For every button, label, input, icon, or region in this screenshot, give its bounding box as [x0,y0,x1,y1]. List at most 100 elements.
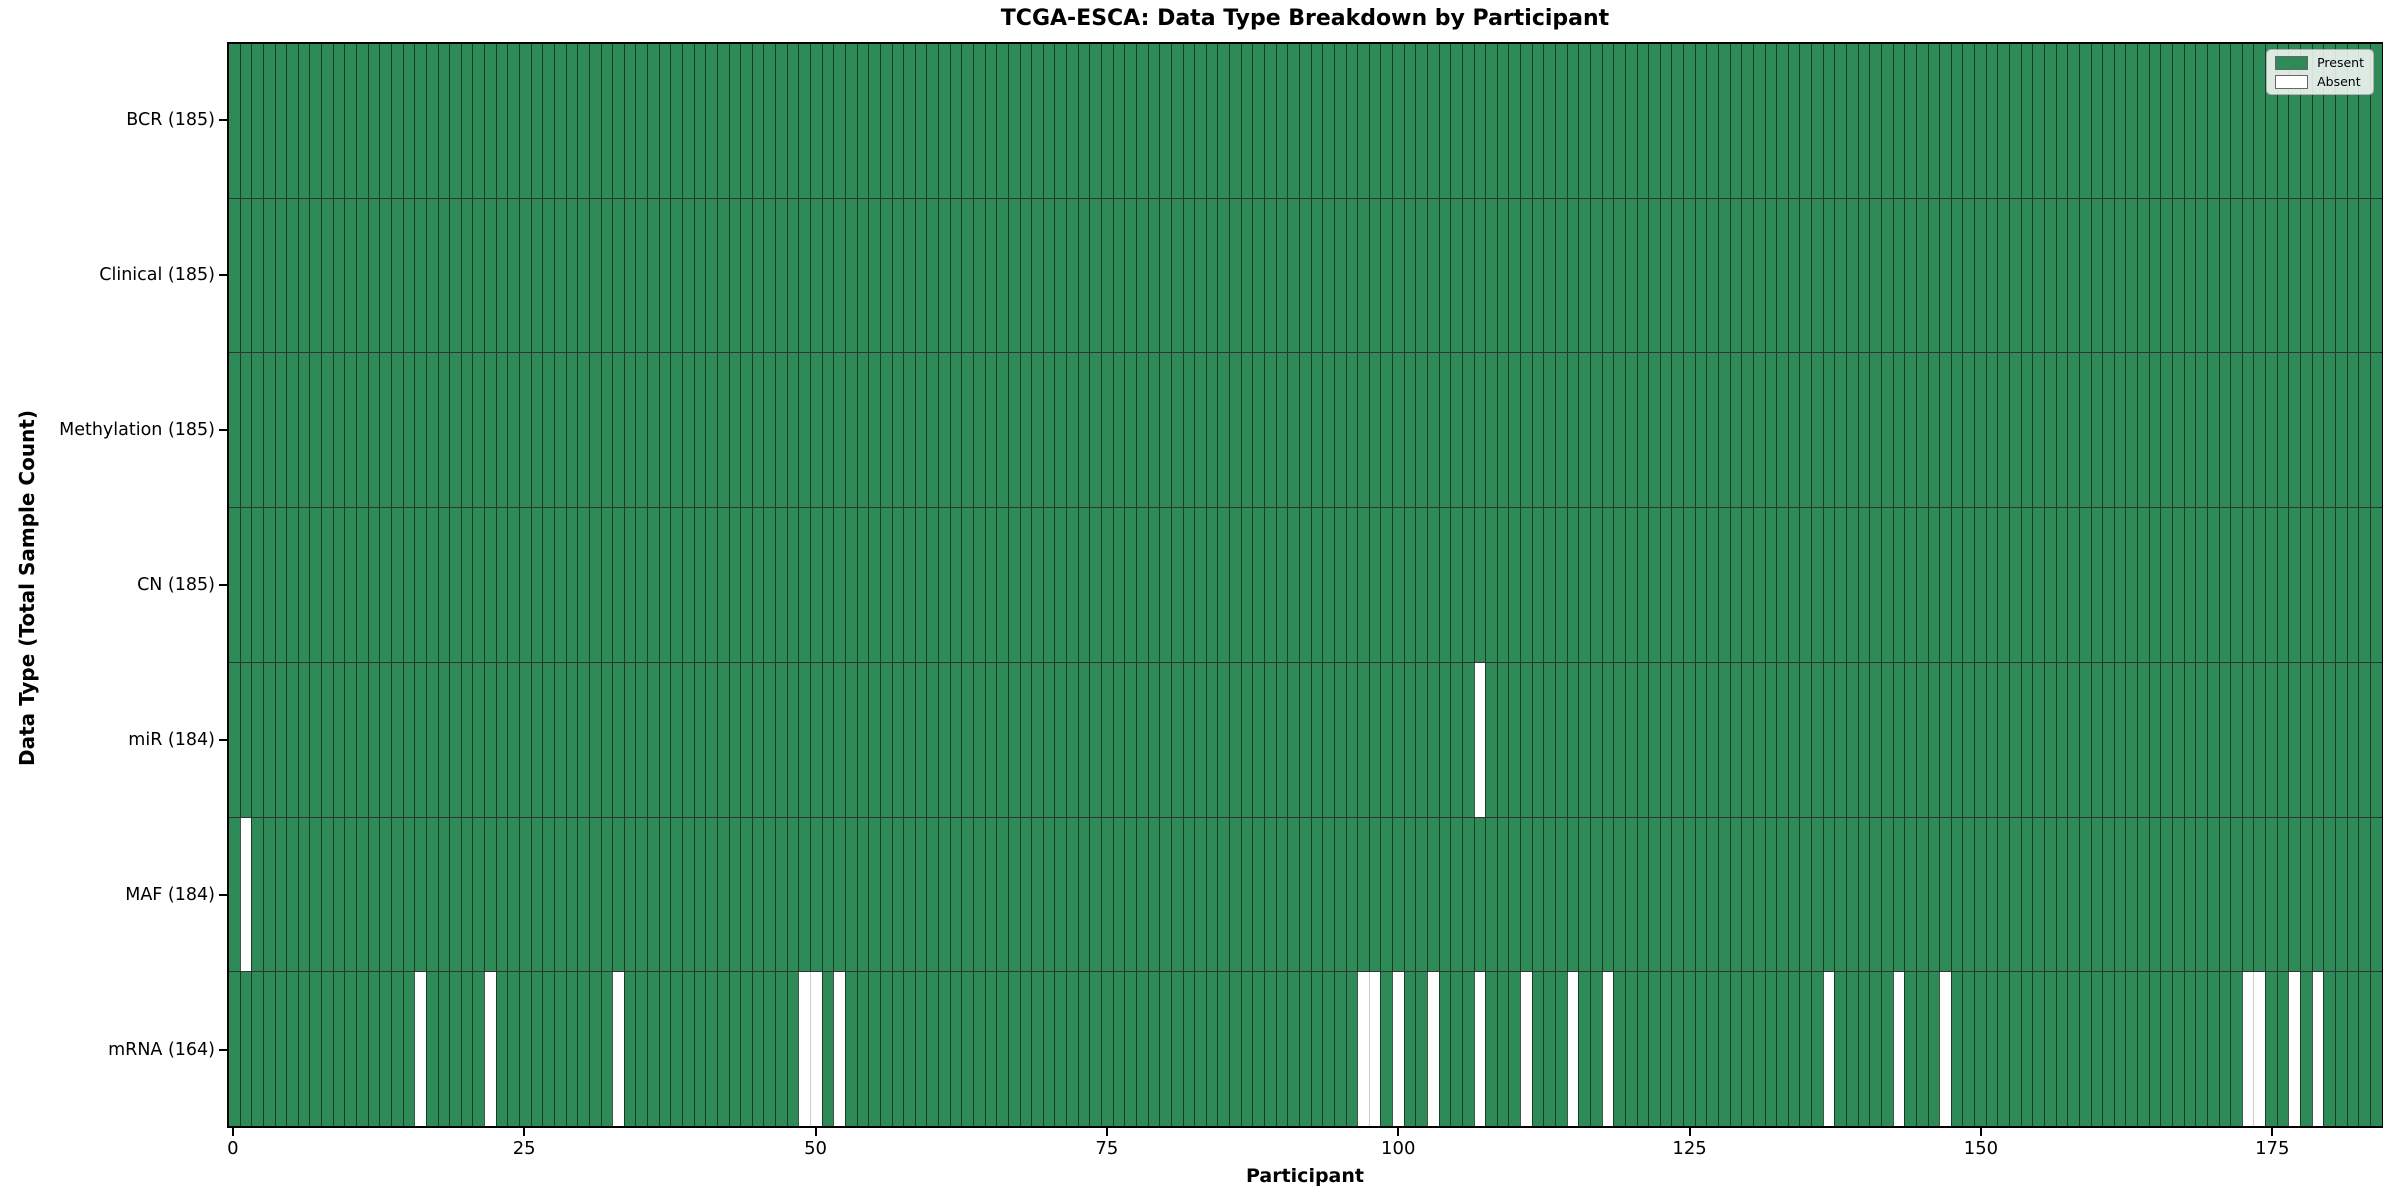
heatmap-cell [251,353,263,508]
heatmap-cell [868,662,880,817]
heatmap-cell [2334,44,2347,198]
heatmap-cell [1974,972,1986,1127]
heatmap-cell [2241,972,2254,1127]
heatmap-cell [542,972,554,1127]
heatmap-cell [588,198,601,353]
heatmap-cell [472,817,485,972]
heatmap-cell [635,44,648,198]
heatmap-cell [1892,44,1905,198]
heatmap-cell [1240,198,1253,353]
heatmap-cell [530,353,543,508]
heatmap-cell [1380,817,1393,972]
heatmap-cell [1298,508,1311,662]
heatmap-cell [414,662,426,817]
heatmap-cell [740,972,752,1127]
heatmap-cell [1578,662,1590,817]
heatmap-cell [2195,353,2207,508]
heatmap-cell [332,44,345,198]
heatmap-cell [367,353,380,508]
heatmap-cell [1205,198,1218,353]
heatmap-cell [2288,198,2301,353]
heatmap-cell [693,353,706,508]
heatmap-cell [647,198,659,353]
heatmap-cell [1089,508,1102,662]
heatmap-cell [647,817,659,972]
heatmap-cell [1939,972,1951,1127]
heatmap-cell [297,817,310,972]
heatmap-cell [693,972,706,1127]
heatmap-cell [1392,662,1404,817]
heatmap-cell [670,972,682,1127]
heatmap-cell [251,662,263,817]
heatmap-cell [1904,44,1916,198]
heatmap-cell [821,662,834,817]
heatmap-cell [530,44,543,198]
heatmap-cell [1601,508,1614,662]
heatmap-cell [251,817,263,972]
heatmap-cell [1170,44,1183,198]
heatmap-cell [798,662,811,817]
heatmap-cell [1950,972,1963,1127]
heatmap-cell [2276,972,2289,1127]
heatmap-cell [926,508,939,662]
heatmap-cell [2323,662,2335,817]
heatmap-cell [938,508,950,662]
heatmap-cell [1962,817,1975,972]
heatmap-cell [1857,662,1870,817]
heatmap-cell [2183,44,2196,198]
heatmap-cell [2300,353,2312,508]
heatmap-cell [2218,508,2231,662]
heatmap-cell [565,817,578,972]
heatmap-cell [2218,972,2231,1127]
heatmap-cell [833,662,845,817]
heatmap-cell [1834,662,1847,817]
heatmap-cell [1450,817,1462,972]
heatmap-cell [1240,508,1253,662]
heatmap-cell [1508,44,1521,198]
heatmap-cell [1217,662,1230,817]
heatmap-cell [2300,972,2312,1127]
heatmap-cell [2171,972,2184,1127]
heatmap-cell [1019,198,1032,353]
heatmap-cell [2078,817,2091,972]
heatmap-cell [1915,972,1928,1127]
heatmap-cell [1520,817,1532,972]
heatmap-cell [2358,508,2370,662]
heatmap-cell [1264,662,1276,817]
heatmap-cell [879,198,892,353]
heatmap-cell [1333,972,1346,1127]
heatmap-cell [1147,817,1160,972]
heatmap-cell [1333,817,1346,972]
heatmap-cell [1287,353,1299,508]
heatmap-cell [833,508,845,662]
heatmap-cell [2171,817,2184,972]
heatmap-cell [2009,198,2021,353]
heatmap-cell [1589,44,1602,198]
heatmap-cell [1683,198,1695,353]
heatmap-cell [1426,662,1439,817]
x-tick-mark [2271,1128,2274,1136]
heatmap-cell [519,44,531,198]
heatmap-cell [1275,662,1288,817]
heatmap-cell [1229,508,1241,662]
y-tick-mark [219,1049,227,1052]
x-tick-label: 150 [1963,1138,1999,1159]
heatmap-cell [2148,44,2161,198]
heatmap-cell [1776,972,1788,1127]
heatmap-cell [600,44,613,198]
heatmap-cell [2358,662,2370,817]
heatmap-cell [1368,353,1381,508]
heatmap-cell [356,508,368,662]
heatmap-cell [1101,353,1113,508]
heatmap-cell [286,662,298,817]
heatmap-cell [1357,508,1369,662]
heatmap-cell [495,508,508,662]
heatmap-cell [1322,817,1334,972]
heatmap-cell [1031,44,1043,198]
heatmap-cell [1019,44,1032,198]
heatmap-row-mrna [229,972,2382,1127]
heatmap-cell [367,44,380,198]
heatmap-cell [1380,508,1393,662]
heatmap-cell [1287,817,1299,972]
heatmap-cell [2067,972,2079,1127]
